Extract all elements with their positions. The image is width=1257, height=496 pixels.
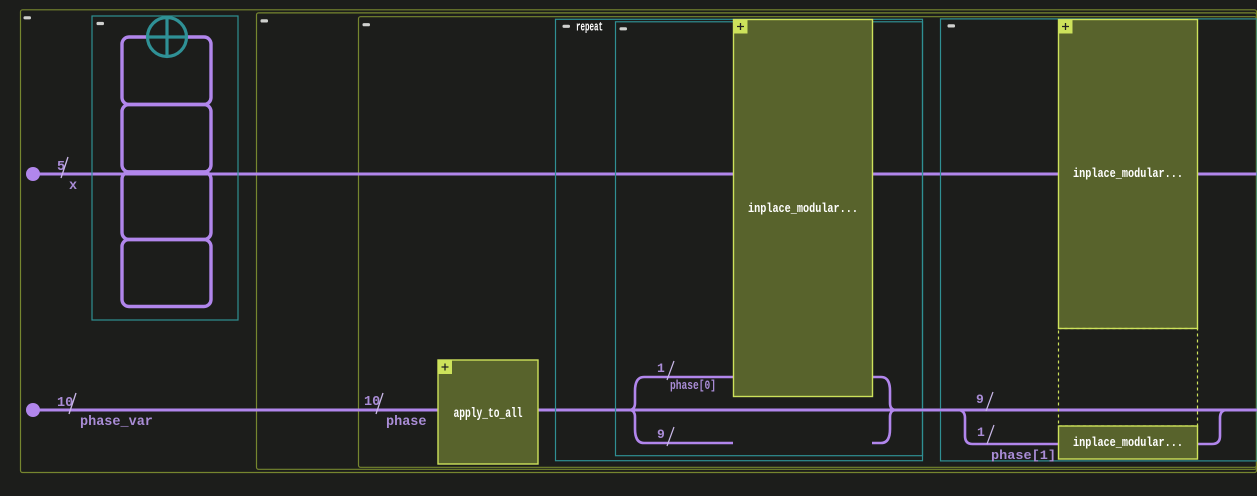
svg-text:phase: phase: [386, 415, 427, 430]
svg-text:inplace_modular...: inplace_modular...: [748, 201, 858, 216]
svg-text:9: 9: [657, 427, 665, 442]
svg-text:9: 9: [976, 392, 984, 407]
svg-text:apply_to_all: apply_to_all: [454, 406, 523, 422]
svg-text:inplace_modular...: inplace_modular...: [1073, 435, 1183, 450]
svg-text:inplace_modular...: inplace_modular...: [1073, 166, 1183, 181]
svg-text:repeat: repeat: [576, 20, 603, 35]
svg-text:x: x: [69, 179, 77, 194]
svg-text:phase[0]: phase[0]: [670, 378, 716, 393]
svg-text:1: 1: [977, 425, 985, 440]
svg-text:phase_var: phase_var: [80, 415, 153, 430]
svg-text:phase[1]: phase[1]: [991, 448, 1056, 463]
svg-text:1: 1: [657, 361, 665, 376]
